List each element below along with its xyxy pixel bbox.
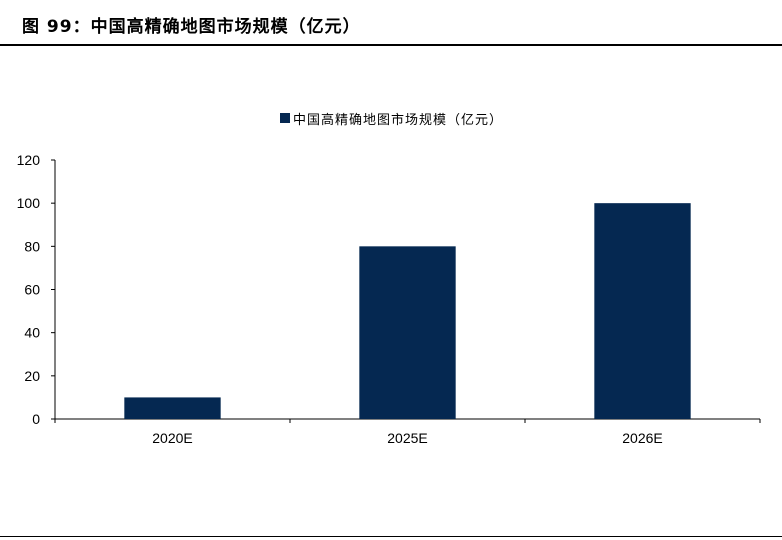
y-tick-label: 120: [17, 152, 41, 168]
x-tick-label: 2025E: [387, 430, 427, 446]
figure-title: 图 99：中国高精确地图市场规模（亿元）: [22, 17, 361, 37]
y-tick-label: 60: [24, 282, 40, 298]
bar: [359, 246, 456, 419]
y-tick-label: 0: [32, 411, 40, 427]
legend-swatch: [280, 113, 290, 123]
y-tick-label: 100: [17, 195, 41, 211]
x-tick-label: 2020E: [152, 430, 192, 446]
bar: [124, 397, 221, 419]
legend-label: 中国高精确地图市场规模（亿元）: [293, 112, 504, 128]
figure-header: 图 99：中国高精确地图市场规模（亿元）: [0, 0, 782, 46]
bar: [594, 203, 691, 419]
x-tick-label: 2026E: [622, 430, 662, 446]
y-tick-label: 20: [24, 368, 40, 384]
y-tick-label: 80: [24, 238, 40, 254]
y-tick-label: 40: [24, 325, 40, 341]
chart-legend: 中国高精确地图市场规模（亿元）: [280, 108, 503, 128]
bottom-rule: [0, 536, 782, 537]
